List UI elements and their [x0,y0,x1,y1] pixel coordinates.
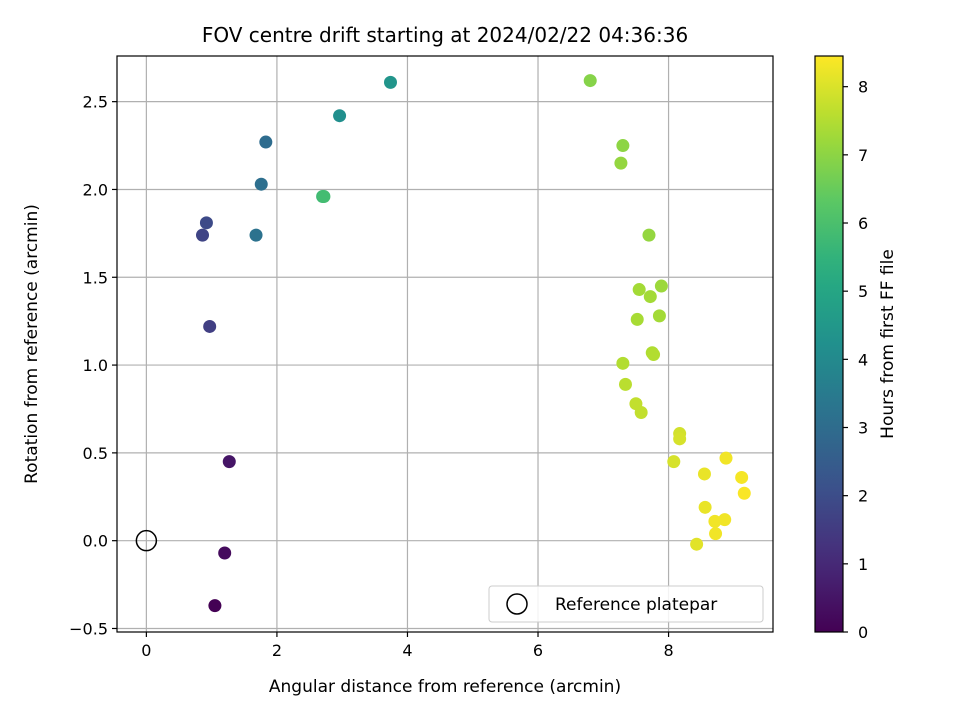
legend-open-circle-marker [506,593,528,615]
x-axis-label: Angular distance from reference (arcmin) [269,677,621,697]
data-point [196,228,210,242]
x-tick-label: 2 [272,641,282,660]
data-point [333,109,347,123]
colorbar-tick-label: 4 [858,350,868,369]
colorbar-tick-label: 8 [858,78,868,97]
data-point [616,356,630,370]
data-point [654,279,668,293]
y-tick-label: 2.5 [83,93,108,112]
y-tick-label: 2.0 [83,180,108,199]
data-point [618,377,632,391]
plot-frame [116,55,774,633]
data-point [643,290,657,304]
data-point [259,135,273,149]
data-point [317,189,331,203]
data-point [254,177,268,191]
data-point [652,309,666,323]
data-point [735,470,749,484]
x-tick-label: 0 [141,641,151,660]
data-point [719,451,733,465]
grid-layer [117,56,773,632]
y-tick-label: −0.5 [69,619,108,638]
y-tick-label: 1.0 [83,356,108,375]
colorbar-tick-label: 3 [858,419,868,438]
axis-ticks: 0 2 4 6 8 −0.5 0.0 0.5 1.0 1.5 2.0 2.5 [69,93,674,660]
colorbar: 0 1 2 3 4 5 6 7 8 Hours from first FF file [814,55,898,642]
data-point [222,455,236,469]
x-tick-label: 4 [402,641,412,660]
data-point [616,139,630,153]
colorbar-gradient [815,56,843,632]
colorbar-label: Hours from first FF file [878,249,898,439]
data-point [634,405,648,419]
colorbar-tick-label: 7 [858,146,868,165]
data-point [673,432,687,446]
colorbar-tick-label: 2 [858,487,868,506]
data-point [218,546,232,560]
data-point [718,513,732,527]
data-point [383,75,397,89]
x-tick-label: 6 [533,641,543,660]
colorbar-tick-label: 6 [858,214,868,233]
data-point [690,537,704,551]
reference-platepar-marker [135,529,158,552]
data-point [632,283,646,297]
data-point [583,74,597,88]
colorbar-tick-label: 0 [858,623,868,642]
y-tick-label: 0.0 [83,532,108,551]
y-tick-label: 0.5 [83,444,108,463]
y-tick-label: 1.5 [83,268,108,287]
chart-title: FOV centre drift starting at 2024/02/22 … [202,23,688,47]
data-point [630,312,644,326]
data-point [208,599,222,613]
reference-marker-layer [135,529,158,552]
legend-label: Reference platepar [555,595,717,615]
legend: Reference platepar [488,585,764,623]
data-point [697,467,711,481]
data-point [199,216,213,230]
data-point [709,527,723,541]
legend-box [488,585,764,623]
scatter-points [196,74,751,613]
data-point [614,156,628,170]
colorbar-ticks: 0 1 2 3 4 5 6 7 8 [843,78,868,642]
colorbar-tick-label: 5 [858,282,868,301]
data-point [667,455,681,469]
y-axis-label: Rotation from reference (arcmin) [22,204,42,484]
data-point [708,514,722,528]
data-point [642,228,656,242]
colorbar-tick-label: 1 [858,555,868,574]
data-point [647,348,661,362]
colorbar-frame [814,55,844,633]
x-tick-label: 8 [663,641,673,660]
data-point [249,228,263,242]
data-point [203,319,217,333]
data-point [737,486,751,500]
data-point [698,500,712,514]
